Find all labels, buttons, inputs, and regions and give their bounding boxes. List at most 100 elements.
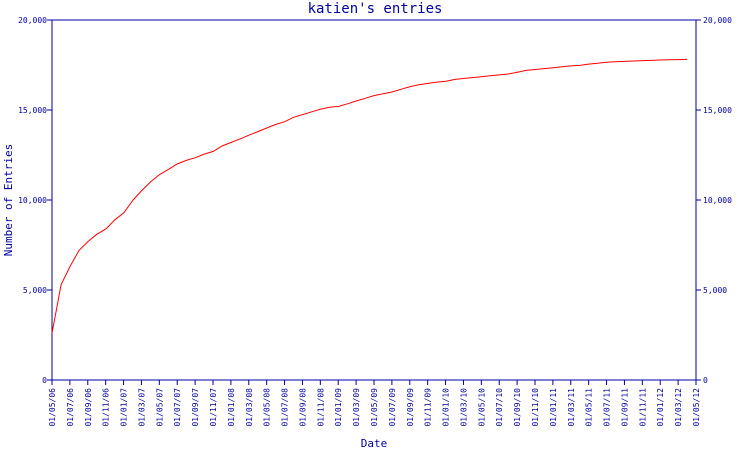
data-point (69, 266, 71, 268)
data-point (284, 121, 286, 123)
data-point (418, 84, 420, 86)
x-tick-label: 01/05/09 (370, 388, 379, 427)
y-tick-label-right: 10,000 (703, 196, 732, 205)
x-tick-label: 01/07/08 (281, 388, 290, 427)
x-tick-label: 01/07/09 (388, 388, 397, 427)
x-tick-label: 01/05/10 (477, 388, 486, 427)
data-point (203, 153, 205, 155)
data-point (105, 228, 107, 230)
data-point (579, 65, 581, 67)
x-tick-label: 01/05/12 (692, 388, 701, 427)
data-point (212, 151, 214, 153)
data-point (87, 241, 89, 243)
x-tick-label: 01/07/11 (603, 388, 612, 427)
data-point (463, 78, 465, 80)
data-point (642, 60, 644, 62)
x-tick-label: 01/05/07 (155, 388, 164, 427)
x-tick-label: 01/03/08 (245, 388, 254, 427)
data-point (686, 59, 688, 61)
data-point (248, 134, 250, 136)
data-point (400, 89, 402, 91)
data-point (651, 60, 653, 62)
y-tick-label-left: 15,000 (18, 106, 47, 115)
y-axis-right: 0 5,000 10,000 15,000 20,000 (696, 16, 732, 385)
data-point (96, 233, 98, 235)
data-point (543, 68, 545, 70)
x-tick-label: 01/01/10 (442, 388, 451, 427)
data-point (597, 62, 599, 64)
data-point (480, 76, 482, 78)
x-tick-label: 01/11/09 (424, 388, 433, 427)
data-point (302, 114, 304, 116)
data-point (364, 98, 366, 100)
data-point (338, 106, 340, 108)
x-tick-label: 01/01/07 (120, 388, 129, 427)
data-point (633, 60, 635, 62)
x-tick-label: 01/03/09 (352, 388, 361, 427)
series-layer (51, 58, 688, 334)
x-tick-label: 01/03/12 (674, 388, 683, 427)
data-point (240, 138, 242, 140)
x-tick-label: 01/01/12 (656, 388, 665, 427)
x-tick-label: 01/03/10 (459, 388, 468, 427)
x-tick-label: 01/09/10 (513, 388, 522, 427)
x-tick-label: 01/09/06 (84, 388, 93, 427)
data-point (230, 142, 232, 144)
x-tick-label: 01/11/07 (209, 388, 218, 427)
data-point (606, 62, 608, 64)
data-point (266, 127, 268, 129)
data-point (221, 145, 223, 147)
data-point (570, 65, 572, 67)
data-point (391, 91, 393, 93)
data-point (507, 73, 509, 75)
data-point (490, 75, 492, 77)
x-tick-label: 01/09/08 (298, 388, 307, 427)
series-line (51, 58, 688, 334)
x-tick-label: 01/03/11 (567, 388, 576, 427)
y-tick-label-left: 5,000 (23, 286, 47, 295)
x-tick-label: 01/05/06 (48, 388, 57, 427)
data-point (257, 131, 259, 133)
x-tick-label: 01/09/09 (406, 388, 415, 427)
data-point (150, 181, 152, 183)
data-point (517, 71, 519, 73)
data-point (552, 67, 554, 69)
data-point (176, 163, 178, 165)
data-point (195, 157, 197, 159)
plot-area-frame (51, 19, 697, 381)
x-axis-label: Date (361, 437, 388, 450)
x-tick-label: 01/11/11 (638, 388, 647, 427)
data-point (677, 59, 679, 61)
data-point (588, 63, 590, 65)
data-point (123, 212, 125, 214)
data-point (615, 61, 617, 63)
data-point (562, 66, 564, 68)
y-tick-label-right: 15,000 (703, 106, 732, 115)
data-point (293, 116, 295, 118)
data-point (669, 59, 671, 61)
data-point (275, 124, 277, 126)
x-tick-label: 01/11/08 (316, 388, 325, 427)
data-point (427, 83, 429, 85)
y-axis-label: Number of Entries (2, 144, 15, 257)
data-point (311, 111, 313, 113)
data-point (445, 80, 447, 82)
data-point (132, 199, 134, 201)
y-tick-label-right: 0 (703, 376, 708, 385)
y-tick-label-left: 0 (42, 376, 47, 385)
data-point (660, 59, 662, 61)
data-point (185, 160, 187, 162)
x-tick-label: 01/01/09 (334, 388, 343, 427)
data-point (141, 190, 143, 192)
data-point (454, 79, 456, 81)
data-point (436, 81, 438, 83)
y-tick-label-right: 5,000 (703, 286, 727, 295)
data-point (329, 107, 331, 109)
data-point (355, 100, 357, 102)
data-point (320, 108, 322, 110)
x-tick-label: 01/03/07 (137, 388, 146, 427)
data-point (382, 93, 384, 95)
data-point (60, 284, 62, 286)
x-tick-label: 01/09/11 (620, 388, 629, 427)
data-point (347, 103, 349, 105)
